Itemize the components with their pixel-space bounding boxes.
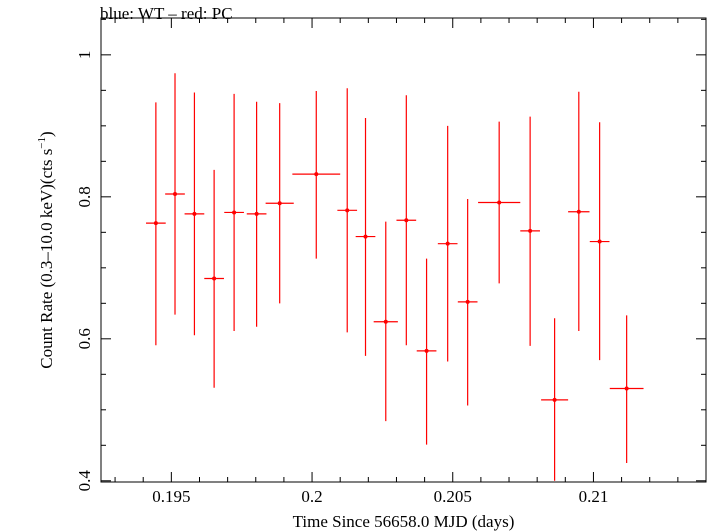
x-tick-label: 0.2 <box>301 487 322 506</box>
x-axis-label: Time Since 56658.0 MJD (days) <box>293 512 515 531</box>
point-marker <box>404 218 409 223</box>
point-marker <box>552 397 557 402</box>
data-point <box>478 121 521 284</box>
point-marker <box>345 208 350 213</box>
y-tick-label: 1 <box>75 51 94 60</box>
point-marker <box>212 276 217 281</box>
data-point <box>437 125 458 362</box>
point-marker <box>277 201 282 206</box>
y-axis-label-main: Count Rate (0.3–10.0 keV)(cts s <box>37 149 56 369</box>
data-points <box>146 73 644 481</box>
data-point <box>184 92 205 336</box>
y-axis-label: Count Rate (0.3–10.0 keV)(cts s−1) <box>36 131 56 368</box>
data-point <box>589 122 610 361</box>
data-point <box>337 88 358 333</box>
point-marker <box>528 228 533 233</box>
point-marker <box>153 221 158 226</box>
y-tick-label: 0.4 <box>75 470 94 492</box>
point-marker <box>254 211 259 216</box>
point-marker <box>424 348 429 353</box>
y-tick-label: 0.6 <box>75 328 94 349</box>
data-point <box>224 93 244 332</box>
data-point <box>520 116 540 346</box>
point-marker <box>383 319 388 324</box>
point-marker <box>597 239 602 244</box>
data-point <box>355 118 376 356</box>
data-point <box>416 258 437 445</box>
data-point <box>246 101 267 327</box>
data-point <box>146 102 166 346</box>
point-marker <box>497 200 502 205</box>
y-axis-label-exponent: −1 <box>36 137 48 149</box>
data-point <box>396 95 417 346</box>
point-marker <box>314 172 319 177</box>
point-marker <box>576 209 581 214</box>
axis-ticks <box>101 18 707 482</box>
data-point <box>373 221 398 422</box>
x-tick-label: 0.21 <box>579 487 609 506</box>
x-tick-label: 0.205 <box>434 487 472 506</box>
point-marker <box>465 299 470 304</box>
x-tick-labels: 0.195 0.2 0.205 0.21 <box>152 487 608 506</box>
data-point <box>609 315 644 464</box>
data-point <box>292 91 341 259</box>
data-point <box>165 73 185 315</box>
data-point <box>265 103 294 304</box>
point-marker <box>192 211 197 216</box>
plot-frame <box>100 17 707 483</box>
data-point <box>541 318 569 481</box>
data-point <box>568 91 590 332</box>
y-axis-label-close: ) <box>37 131 56 137</box>
data-point <box>204 169 224 388</box>
y-tick-labels: 0.4 0.6 0.8 1 <box>75 51 94 492</box>
point-marker <box>232 210 237 215</box>
x-tick-label: 0.195 <box>152 487 190 506</box>
point-marker <box>173 191 178 196</box>
point-marker <box>445 241 450 246</box>
y-tick-label: 0.8 <box>75 186 94 207</box>
point-marker <box>363 234 368 239</box>
point-marker <box>624 386 629 391</box>
data-point <box>457 198 478 406</box>
